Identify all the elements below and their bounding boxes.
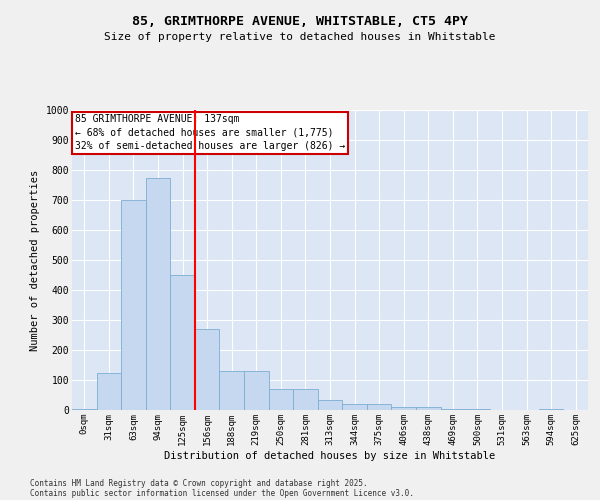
X-axis label: Distribution of detached houses by size in Whitstable: Distribution of detached houses by size … xyxy=(164,450,496,460)
Bar xyxy=(195,329,220,410)
Bar xyxy=(539,408,563,410)
Bar xyxy=(318,400,342,410)
Bar xyxy=(293,389,318,410)
Text: Contains public sector information licensed under the Open Government Licence v3: Contains public sector information licen… xyxy=(30,488,414,498)
Bar xyxy=(244,371,269,410)
Text: 85, GRIMTHORPE AVENUE, WHITSTABLE, CT5 4PY: 85, GRIMTHORPE AVENUE, WHITSTABLE, CT5 4… xyxy=(132,15,468,28)
Bar xyxy=(391,407,416,410)
Bar xyxy=(416,407,440,410)
Text: 85 GRIMTHORPE AVENUE: 137sqm
← 68% of detached houses are smaller (1,775)
32% of: 85 GRIMTHORPE AVENUE: 137sqm ← 68% of de… xyxy=(74,114,345,151)
Bar xyxy=(170,275,195,410)
Y-axis label: Number of detached properties: Number of detached properties xyxy=(30,170,40,350)
Bar xyxy=(440,408,465,410)
Bar xyxy=(220,371,244,410)
Bar xyxy=(367,404,391,410)
Bar xyxy=(342,404,367,410)
Text: Size of property relative to detached houses in Whitstable: Size of property relative to detached ho… xyxy=(104,32,496,42)
Bar xyxy=(146,178,170,410)
Bar xyxy=(269,389,293,410)
Bar xyxy=(97,372,121,410)
Bar xyxy=(72,408,97,410)
Text: Contains HM Land Registry data © Crown copyright and database right 2025.: Contains HM Land Registry data © Crown c… xyxy=(30,478,368,488)
Bar xyxy=(121,200,146,410)
Bar xyxy=(465,408,490,410)
